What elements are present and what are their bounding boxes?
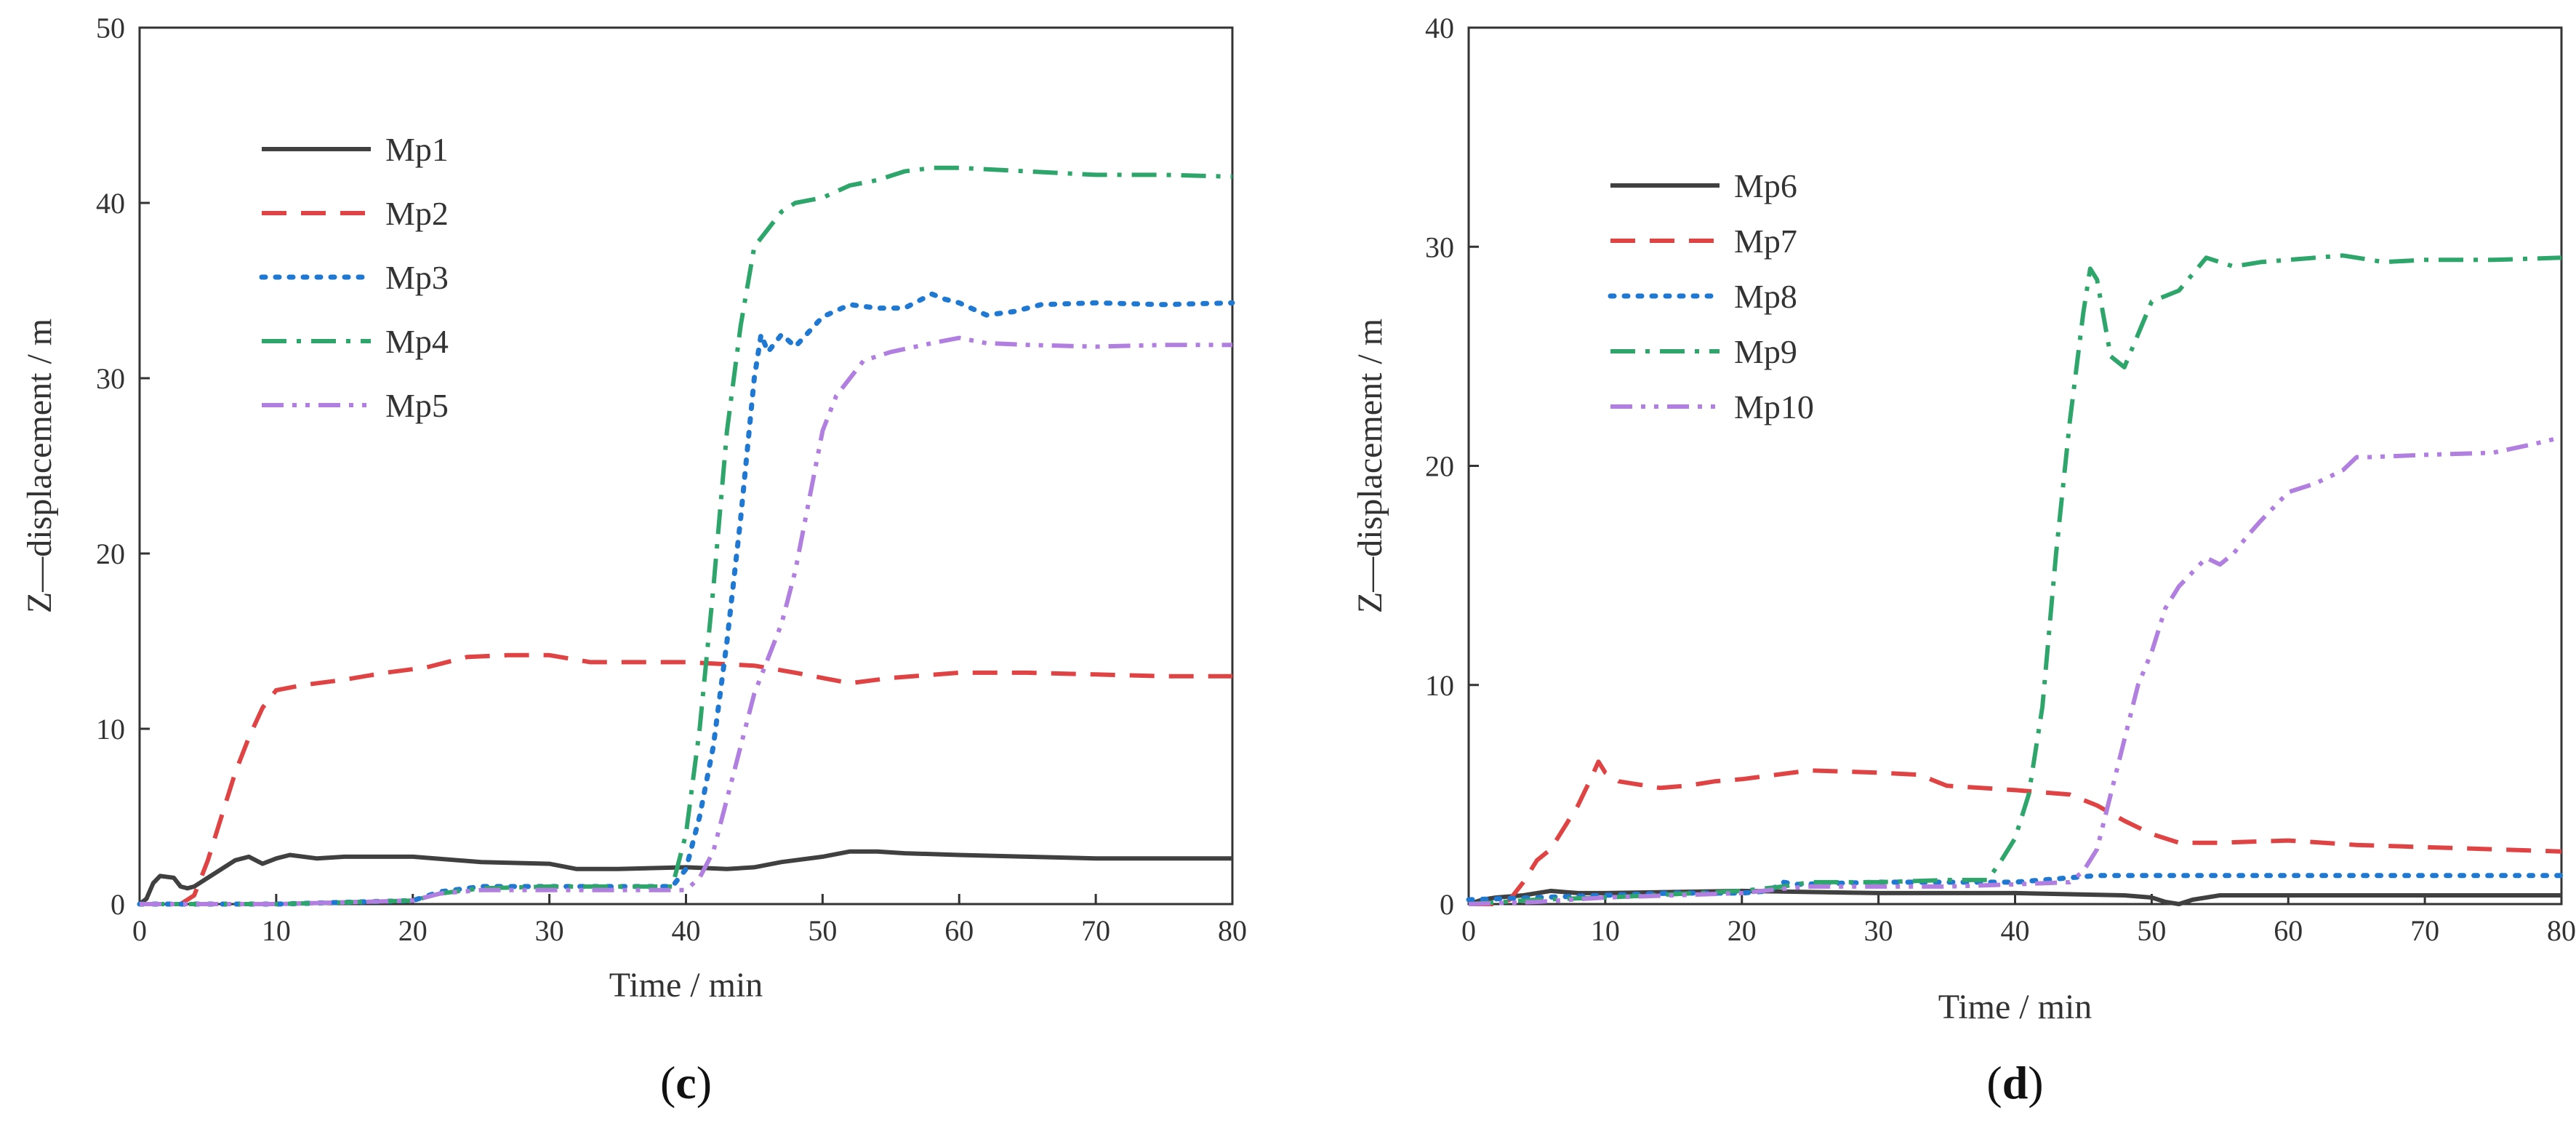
y-tick-label: 10 (1425, 669, 1454, 702)
x-tick-label: 50 (2137, 914, 2166, 947)
panel-label-close: ) (2028, 1057, 2043, 1108)
series-line-mp6 (1468, 888, 2561, 906)
panel-label-letter: c (675, 1057, 696, 1108)
x-tick-label: 40 (2001, 914, 2030, 947)
y-tick-label: 30 (96, 362, 125, 395)
panel-label-d: (d) (1986, 1057, 2043, 1108)
series-line-mp10 (1468, 435, 2562, 906)
x-tick-label: 60 (2274, 914, 2303, 947)
x-tick-label: 50 (808, 914, 837, 947)
y-tick-label: 30 (1425, 231, 1454, 263)
y-axis-title: Z—displacement / m (1351, 319, 1389, 613)
legend-label-mp1: Mp1 (385, 131, 449, 168)
panel-label-c: (c) (660, 1057, 712, 1108)
series-layer (1466, 253, 2564, 906)
x-axis-title: Time / min (609, 966, 763, 1004)
plot-frame (138, 26, 1234, 906)
x-tick-label: 0 (132, 914, 147, 947)
series-line-mp1 (138, 849, 1232, 906)
x-tick-label: 10 (262, 914, 291, 947)
x-tick-label: 70 (2410, 914, 2439, 947)
legend-label-mp8: Mp8 (1734, 278, 1797, 315)
y-tick-label: 10 (96, 713, 125, 746)
y-tick-label: 50 (96, 12, 125, 44)
series-line-mp3 (137, 291, 1235, 907)
axis-ticks: 0 10 20 30 40 50 60 70 80 0 10 20 30 40 50 (96, 12, 1247, 947)
x-tick-label: 80 (1218, 914, 1247, 947)
legend-label-mp2: Mp2 (385, 195, 449, 232)
panel-label-letter: d (2002, 1057, 2029, 1108)
plot-frame (1467, 26, 2563, 906)
x-axis-title: Time / min (1938, 988, 2093, 1026)
y-tick-label: 40 (96, 187, 125, 220)
legend-label-mp10: Mp10 (1734, 388, 1814, 425)
panel-label-open: ( (660, 1057, 675, 1108)
series-line-mp5 (140, 335, 1232, 906)
x-tick-label: 60 (944, 914, 974, 947)
axis-ticks: 0 10 20 30 40 50 60 70 80 0 10 20 30 40 (1425, 12, 2576, 947)
series-line-mp7 (1469, 759, 2562, 906)
legend-label-mp4: Mp4 (385, 323, 449, 360)
y-tick-label: 0 (1440, 888, 1454, 921)
legend: Mp1 Mp2 Mp3 Mp4 Mp5 (259, 131, 449, 424)
legend-label-mp7: Mp7 (1734, 223, 1797, 260)
x-tick-label: 30 (1864, 914, 1893, 947)
y-tick-label: 20 (96, 537, 125, 570)
y-tick-label: 40 (1425, 12, 1454, 44)
x-tick-label: 40 (672, 914, 701, 947)
x-tick-label: 70 (1081, 914, 1110, 947)
series-line-mp2 (140, 652, 1232, 906)
x-tick-label: 20 (398, 914, 428, 947)
series-line-mp9 (1468, 253, 2562, 906)
y-tick-label: 0 (111, 888, 125, 921)
legend: Mp6 Mp7 Mp8 Mp9 Mp10 (1608, 167, 1814, 425)
x-tick-label: 30 (535, 914, 564, 947)
legend-label-mp6: Mp6 (1734, 167, 1797, 204)
series-line-mp4 (140, 165, 1233, 906)
legend-label-mp9: Mp9 (1734, 333, 1797, 370)
x-tick-label: 20 (1728, 914, 1757, 947)
x-tick-label: 10 (1591, 914, 1620, 947)
panel-label-open: ( (1986, 1057, 2002, 1108)
y-tick-label: 20 (1425, 450, 1454, 483)
legend-label-mp5: Mp5 (385, 387, 449, 424)
x-tick-label: 80 (2547, 914, 2576, 947)
x-tick-label: 0 (1461, 914, 1476, 947)
panel-label-close: ) (697, 1057, 712, 1108)
y-axis-title: Z—displacement / m (20, 319, 59, 613)
legend-label-mp3: Mp3 (385, 259, 449, 296)
series-layer (137, 165, 1235, 907)
